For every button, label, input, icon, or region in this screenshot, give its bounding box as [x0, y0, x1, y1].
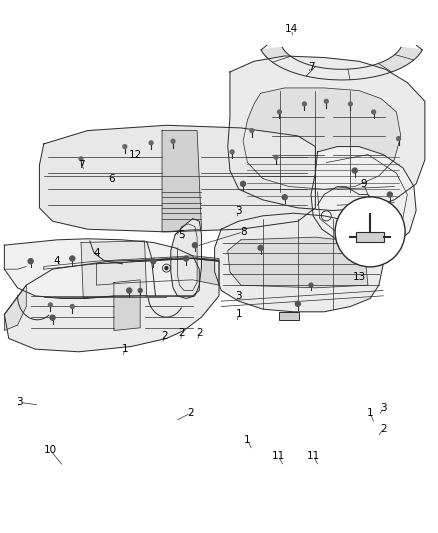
Polygon shape — [228, 56, 425, 211]
Text: 3: 3 — [380, 403, 387, 413]
Circle shape — [387, 192, 392, 197]
Polygon shape — [39, 125, 315, 232]
Circle shape — [165, 266, 168, 270]
Polygon shape — [243, 88, 401, 189]
Circle shape — [250, 128, 254, 133]
Text: 1: 1 — [235, 310, 242, 319]
Circle shape — [79, 157, 83, 161]
Circle shape — [325, 99, 328, 103]
Circle shape — [49, 303, 52, 307]
Text: 14: 14 — [285, 25, 298, 34]
Text: 13: 13 — [353, 272, 366, 282]
Polygon shape — [215, 213, 383, 312]
Circle shape — [192, 243, 198, 248]
Polygon shape — [261, 47, 422, 80]
Circle shape — [258, 245, 263, 251]
Polygon shape — [311, 147, 416, 251]
Circle shape — [352, 168, 357, 173]
Polygon shape — [96, 259, 219, 285]
Circle shape — [278, 110, 281, 114]
Circle shape — [70, 256, 75, 261]
Circle shape — [230, 150, 234, 154]
Text: 4: 4 — [93, 248, 100, 258]
Bar — [356, 232, 384, 242]
Text: 8: 8 — [240, 227, 247, 237]
Circle shape — [282, 195, 287, 200]
Polygon shape — [81, 241, 147, 297]
Circle shape — [303, 102, 306, 106]
Bar — [279, 312, 300, 320]
Circle shape — [240, 181, 246, 187]
Circle shape — [28, 259, 33, 264]
Text: 7: 7 — [307, 62, 314, 71]
Circle shape — [123, 144, 127, 149]
Circle shape — [151, 259, 156, 264]
Text: 10: 10 — [44, 446, 57, 455]
Text: 2: 2 — [187, 408, 194, 418]
Polygon shape — [162, 131, 201, 232]
Text: 11: 11 — [272, 451, 285, 461]
Circle shape — [138, 288, 142, 293]
Text: 2: 2 — [178, 328, 185, 338]
Text: 2: 2 — [161, 331, 168, 341]
Circle shape — [335, 197, 405, 267]
Polygon shape — [114, 280, 140, 330]
Circle shape — [71, 304, 74, 309]
Circle shape — [184, 256, 189, 261]
Text: 1: 1 — [244, 435, 251, 445]
Text: 2: 2 — [196, 328, 203, 338]
Text: 9: 9 — [360, 179, 367, 189]
Text: 11: 11 — [307, 451, 320, 461]
Text: 4: 4 — [53, 256, 60, 266]
Polygon shape — [44, 256, 219, 269]
Text: 2: 2 — [380, 424, 387, 434]
Polygon shape — [4, 239, 199, 298]
Text: 3: 3 — [235, 206, 242, 215]
Circle shape — [309, 283, 313, 287]
Text: 12: 12 — [129, 150, 142, 159]
Text: 6: 6 — [108, 174, 115, 183]
Polygon shape — [228, 237, 368, 288]
Text: 1: 1 — [121, 344, 128, 354]
Text: 3: 3 — [16, 398, 23, 407]
Circle shape — [349, 102, 352, 106]
Circle shape — [171, 139, 175, 143]
Text: 3: 3 — [235, 291, 242, 301]
Text: 7: 7 — [78, 160, 85, 170]
Circle shape — [274, 155, 278, 159]
Circle shape — [50, 315, 55, 320]
Polygon shape — [4, 259, 219, 352]
Circle shape — [372, 110, 375, 114]
Polygon shape — [4, 285, 26, 330]
Polygon shape — [171, 219, 201, 298]
Circle shape — [295, 301, 300, 306]
Circle shape — [127, 288, 132, 293]
Text: 5: 5 — [178, 230, 185, 239]
Text: 1: 1 — [367, 408, 374, 418]
Circle shape — [397, 136, 400, 141]
Circle shape — [149, 141, 153, 145]
